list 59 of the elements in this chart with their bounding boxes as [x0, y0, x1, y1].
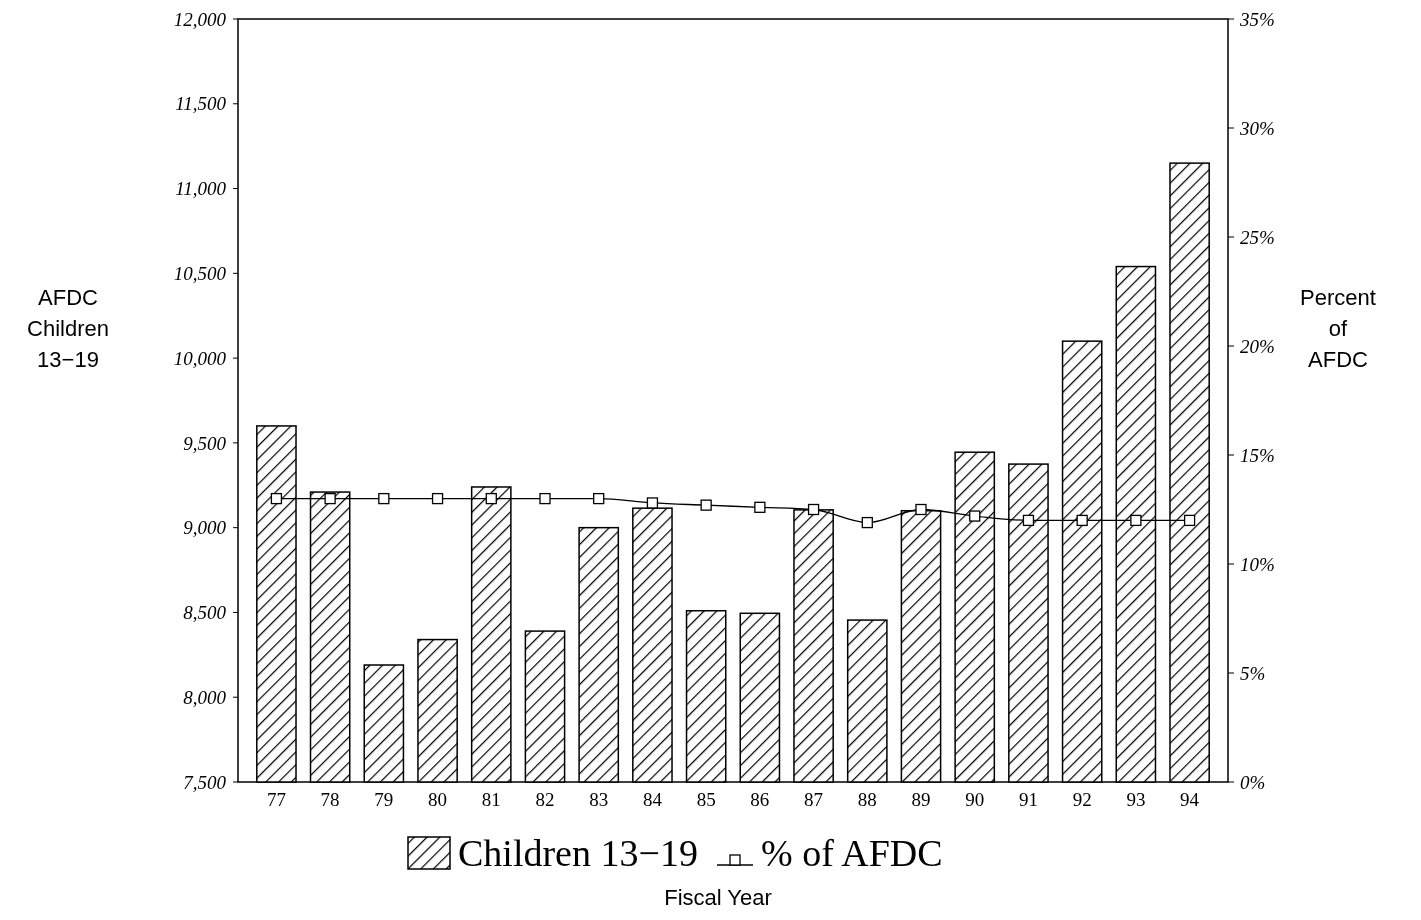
x-tick-label: 94	[1180, 789, 1200, 810]
x-tick-label: 79	[374, 789, 394, 810]
y2-tick-label: 10%	[1240, 553, 1275, 575]
y-tick-label: 11,500	[175, 93, 227, 115]
x-tick-label: 88	[857, 789, 877, 810]
point	[1130, 514, 1142, 527]
point	[754, 501, 766, 513]
legend-label: Children 13−19	[458, 832, 698, 874]
point	[1022, 514, 1035, 527]
x-axis-title: Fiscal Year	[664, 885, 772, 910]
y2-tick-label: 30%	[1239, 117, 1275, 139]
legend-label: % of AFDC	[761, 832, 943, 874]
x-tick-label: 81	[481, 789, 501, 810]
x-tick-label: 92	[1072, 789, 1092, 810]
y-tick-label: 8,500	[183, 602, 227, 624]
x-tick-label: 87	[804, 789, 824, 810]
y2-axis-title: Percent of AFDC	[1300, 285, 1376, 372]
y-tick-label: 10,000	[173, 347, 227, 369]
point	[378, 492, 390, 505]
point	[593, 492, 605, 505]
point	[324, 492, 336, 505]
y-tick-label: 12,000	[173, 8, 227, 30]
point	[270, 492, 283, 505]
point	[431, 492, 444, 505]
x-tick-label: 90	[965, 789, 985, 810]
x-tick-label: 83	[589, 789, 609, 810]
y-tick-label: 11,000	[175, 178, 227, 200]
point	[1183, 514, 1196, 527]
point	[915, 503, 927, 516]
point	[700, 499, 712, 511]
point	[1076, 514, 1088, 527]
y2-tick-label: 0%	[1240, 771, 1266, 793]
x-tick-label: 82	[535, 789, 555, 810]
y-tick-label: 8,000	[183, 686, 227, 708]
y-tick-label: 9,500	[183, 432, 227, 454]
y2-tick-label: 35%	[1239, 8, 1275, 30]
point	[969, 510, 981, 522]
y-axis-title: AFDC Children 13−19	[27, 285, 109, 372]
y2-tick-label: 5%	[1240, 662, 1266, 684]
x-tick-label: 86	[750, 789, 770, 810]
y-tick-label: 10,500	[173, 262, 227, 284]
y2-tick-label: 20%	[1240, 335, 1275, 357]
y-tick-label: 7,500	[183, 771, 227, 793]
y2-tick-label: 15%	[1240, 444, 1275, 466]
x-tick-label: 84	[642, 789, 663, 810]
point	[646, 497, 659, 509]
point	[807, 503, 820, 516]
y2-tick-label: 25%	[1240, 226, 1275, 248]
x-tick-label: 91	[1018, 789, 1038, 810]
point	[861, 516, 873, 529]
point	[539, 492, 551, 505]
x-tick-label: 80	[428, 789, 448, 810]
x-tick-label: 93	[1126, 789, 1146, 810]
x-tick-label: 78	[320, 789, 340, 810]
point	[485, 492, 497, 505]
x-tick-label: 77	[266, 789, 286, 810]
x-tick-label: 89	[911, 789, 931, 810]
y-tick-label: 9,000	[183, 517, 227, 539]
x-tick-label: 85	[696, 789, 716, 810]
